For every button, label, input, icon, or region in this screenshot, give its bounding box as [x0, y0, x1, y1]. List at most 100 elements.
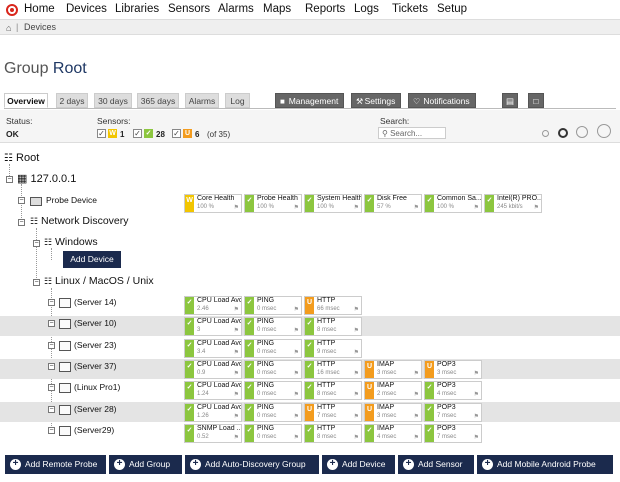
tab-30-days[interactable]: 30 days: [94, 93, 132, 108]
collapse-toggle[interactable]: −: [48, 320, 55, 327]
sensor-tile[interactable]: ✓CPU Load Avo... 3.4 ⚑: [184, 339, 242, 358]
collapse-toggle[interactable]: −: [48, 406, 55, 413]
tab-2-days[interactable]: 2 days: [56, 93, 88, 108]
nav-sensors[interactable]: Sensors: [168, 3, 211, 15]
flag-icon[interactable]: ⚑: [353, 350, 359, 356]
flag-icon[interactable]: ⚑: [233, 307, 239, 313]
flag-icon[interactable]: ⚑: [473, 392, 479, 398]
nav-tickets[interactable]: Tickets: [392, 3, 428, 15]
view-xlarge-icon[interactable]: [597, 124, 611, 138]
add-mobile-android-probe-button[interactable]: + Add Mobile Android Probe: [477, 455, 613, 474]
device-name[interactable]: (Server 37): [74, 361, 117, 371]
flag-icon[interactable]: ⚑: [353, 435, 359, 441]
flag-icon[interactable]: ⚑: [293, 392, 299, 398]
sensor-tile[interactable]: ✓CPU Load Avo... 0.9 ⚑: [184, 360, 242, 379]
sensor-tile[interactable]: ✓ HTTP 16 msec ⚑: [304, 360, 362, 379]
tree-windows[interactable]: ☷ Windows: [44, 236, 98, 248]
tab-365-days[interactable]: 365 days: [137, 93, 179, 108]
tree-linux[interactable]: ☷ Linux / MacOS / Unix: [44, 275, 154, 287]
flag-icon[interactable]: ⚑: [233, 392, 239, 398]
flag-icon[interactable]: ⚑: [233, 371, 239, 377]
flag-icon[interactable]: ⚑: [293, 307, 299, 313]
sensor-tile[interactable]: ✓ PING 0 msec ⚑: [244, 381, 302, 400]
nav-home[interactable]: Home: [24, 3, 55, 15]
tab-notifications[interactable]: ♡ Notifications: [408, 93, 476, 108]
prtg-logo-icon[interactable]: [6, 4, 18, 16]
nav-logs[interactable]: Logs: [354, 3, 379, 15]
sensor-tile[interactable]: ✓ PING 0 msec ⚑: [244, 424, 302, 443]
add-group-button[interactable]: + Add Group: [109, 455, 182, 474]
sensor-tile[interactable]: ✓ POP3 4 msec ⚑: [424, 381, 482, 400]
sensor-tile[interactable]: U HTTP 7 msec ⚑: [304, 403, 362, 422]
filter-unusual-checkbox[interactable]: ✓: [172, 129, 181, 138]
device-name[interactable]: (Server 28): [74, 404, 117, 414]
collapse-toggle[interactable]: −: [48, 342, 55, 349]
sensor-tile[interactable]: ✓ Disk Free 57 % ⚑: [364, 194, 422, 213]
flag-icon[interactable]: ⚑: [233, 328, 239, 334]
sensor-tile[interactable]: ✓ IMAP 4 msec ⚑: [364, 424, 422, 443]
sensor-tile[interactable]: ✓ POP3 7 msec ⚑: [424, 403, 482, 422]
view-medium-icon[interactable]: [558, 128, 568, 138]
home-icon[interactable]: ⌂: [6, 23, 12, 33]
flag-icon[interactable]: ⚑: [473, 205, 479, 211]
tree-root[interactable]: ☷ Root: [4, 152, 39, 164]
sensor-tile[interactable]: U HTTP 66 msec ⚑: [304, 296, 362, 315]
nav-maps[interactable]: Maps: [263, 3, 292, 15]
flag-icon[interactable]: ⚑: [473, 371, 479, 377]
flag-icon[interactable]: ⚑: [233, 205, 239, 211]
sensor-tile[interactable]: ✓ System Health 100 % ⚑: [304, 194, 362, 213]
tab-log[interactable]: Log: [225, 93, 250, 108]
flag-icon[interactable]: ⚑: [353, 307, 359, 313]
tab-page-icon[interactable]: □: [528, 93, 544, 108]
flag-icon[interactable]: ⚑: [293, 350, 299, 356]
flag-icon[interactable]: ⚑: [293, 328, 299, 334]
collapse-toggle[interactable]: −: [18, 219, 25, 226]
filter-ok-checkbox[interactable]: ✓: [133, 129, 142, 138]
add-auto-discovery-group-button[interactable]: + Add Auto-Discovery Group: [185, 455, 319, 474]
flag-icon[interactable]: ⚑: [353, 392, 359, 398]
collapse-toggle[interactable]: −: [48, 384, 55, 391]
sensor-tile[interactable]: ✓ SNMP Load ... 0.52 ⚑: [184, 424, 242, 443]
sensor-tile[interactable]: ✓CPU Load Avo... 2.46 ⚑: [184, 296, 242, 315]
sensor-tile[interactable]: ✓CPU Load Avo... 1.24 ⚑: [184, 381, 242, 400]
flag-icon[interactable]: ⚑: [293, 414, 299, 420]
sensor-tile[interactable]: ✓ Intel(R) PRO... 245 kbit/s ⚑: [484, 194, 542, 213]
sensor-tile[interactable]: ✓ Probe Health 100 % ⚑: [244, 194, 302, 213]
tab-overview[interactable]: Overview: [4, 93, 48, 108]
tree-probe[interactable]: ▦ 127.0.0.1: [17, 172, 76, 185]
flag-icon[interactable]: ⚑: [413, 205, 419, 211]
sensor-tile[interactable]: ✓ HTTP 9 msec ⚑: [304, 339, 362, 358]
flag-icon[interactable]: ⚑: [473, 414, 479, 420]
flag-icon[interactable]: ⚑: [353, 414, 359, 420]
tab-management[interactable]: ■ Management: [275, 93, 344, 108]
flag-icon[interactable]: ⚑: [413, 414, 419, 420]
add-remote-probe-button[interactable]: + Add Remote Probe: [5, 455, 106, 474]
sensor-tile[interactable]: ✓ Common Sa... 100 % ⚑: [424, 194, 482, 213]
collapse-toggle[interactable]: −: [33, 279, 40, 286]
flag-icon[interactable]: ⚑: [353, 205, 359, 211]
collapse-toggle[interactable]: −: [33, 240, 40, 247]
add-device-button[interactable]: Add Device: [63, 251, 121, 268]
sensor-tile[interactable]: ✓CPU Load Avo... 1.26 ⚑: [184, 403, 242, 422]
sensor-tile[interactable]: U IMAP 3 msec ⚑: [364, 403, 422, 422]
sensor-tile[interactable]: U POP3 3 msec ⚑: [424, 360, 482, 379]
flag-icon[interactable]: ⚑: [413, 371, 419, 377]
flag-icon[interactable]: ⚑: [293, 371, 299, 377]
sensor-tile[interactable]: U IMAP 3 msec ⚑: [364, 360, 422, 379]
collapse-toggle[interactable]: −: [48, 427, 55, 434]
flag-icon[interactable]: ⚑: [473, 435, 479, 441]
nav-alarms[interactable]: Alarms: [218, 3, 254, 15]
sensor-tile[interactable]: ✓ PING 0 msec ⚑: [244, 403, 302, 422]
flag-icon[interactable]: ⚑: [233, 435, 239, 441]
flag-icon[interactable]: ⚑: [293, 435, 299, 441]
sensor-tile[interactable]: W Core Health 100 % ⚑: [184, 194, 242, 213]
sensor-tile[interactable]: ✓ HTTP 8 msec ⚑: [304, 424, 362, 443]
flag-icon[interactable]: ⚑: [233, 350, 239, 356]
add-device-bottom-button[interactable]: + Add Device: [322, 455, 395, 474]
collapse-toggle[interactable]: −: [48, 363, 55, 370]
tree-network-discovery[interactable]: ☷ Network Discovery: [30, 215, 129, 227]
device-name[interactable]: (Server 14): [74, 297, 117, 307]
filter-warning-checkbox[interactable]: ✓: [97, 129, 106, 138]
sensor-tile[interactable]: ✓CPU Load Avo... 3 ⚑: [184, 317, 242, 336]
tab-settings[interactable]: ⚒ Settings: [351, 93, 401, 108]
